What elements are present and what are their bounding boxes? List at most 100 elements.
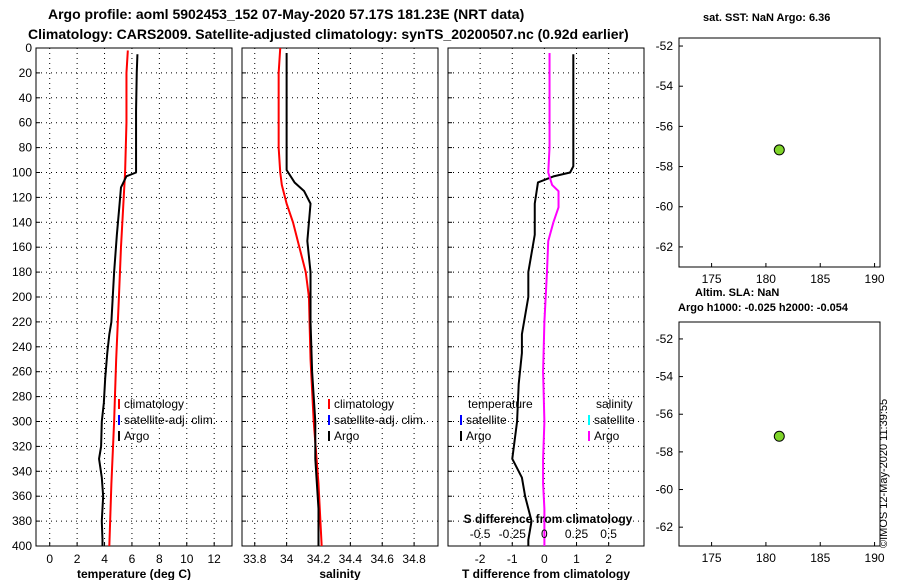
depth-tick-label: 100 bbox=[12, 166, 32, 180]
depth-tick-label: 340 bbox=[12, 464, 32, 478]
height-panel-title: Argo h1000: -0.025 h2000: -0.054 bbox=[678, 302, 848, 314]
depth-tick-label: 300 bbox=[12, 415, 32, 429]
series-climatology bbox=[277, 47, 323, 547]
depth-tick-label: 180 bbox=[12, 265, 32, 279]
profile-panel-1 bbox=[35, 47, 233, 547]
figure-title-line2: Climatology: CARS2009. Satellite-adjuste… bbox=[28, 26, 629, 42]
lat-tick-label: -52 bbox=[656, 332, 674, 346]
plot-frame bbox=[35, 47, 233, 547]
x-tick-label: 0 bbox=[46, 552, 53, 566]
lat-tick-label: -54 bbox=[656, 370, 674, 384]
lon-tick-label: 185 bbox=[810, 551, 830, 565]
legend-climatology: climatology bbox=[334, 397, 394, 411]
depth-tick-label: 260 bbox=[12, 365, 32, 379]
legend-argo: Argo bbox=[334, 429, 360, 443]
x-tick-label: 34.8 bbox=[402, 552, 426, 566]
x-tick-label: 34.4 bbox=[339, 552, 363, 566]
x-tick-label: 8 bbox=[156, 552, 163, 566]
figure-title-line1: Argo profile: aoml 5902453_152 07-May-20… bbox=[48, 6, 525, 22]
lat-tick-label: -60 bbox=[656, 483, 674, 497]
series-temperature-difference-argo- bbox=[511, 54, 575, 546]
lon-tick-label: 190 bbox=[865, 272, 885, 286]
depth-tick-label: 220 bbox=[12, 315, 32, 329]
depth-tick-label: 140 bbox=[12, 215, 32, 229]
depth-tick-label: 40 bbox=[19, 91, 33, 105]
x-axis-label: T difference from climatology bbox=[462, 567, 630, 580]
sla-panel-title: Altim. SLA: NaN bbox=[695, 287, 780, 299]
profile-panel-3 bbox=[447, 47, 645, 547]
x-tick-label: 2 bbox=[74, 552, 81, 566]
depth-tick-label: 380 bbox=[12, 514, 32, 528]
series-climatology bbox=[108, 50, 129, 547]
sst-map-panel bbox=[678, 37, 881, 268]
depth-tick-label: 320 bbox=[12, 439, 32, 453]
lat-tick-label: -60 bbox=[656, 200, 674, 214]
secondary-tick-label: -0.25 bbox=[499, 527, 527, 541]
x-tick-label: 0 bbox=[541, 552, 548, 566]
lon-tick-label: 175 bbox=[702, 551, 722, 565]
legend-climatology: climatology bbox=[124, 397, 184, 411]
depth-tick-label: 80 bbox=[19, 141, 33, 155]
lat-tick-label: -52 bbox=[656, 39, 674, 53]
legend-argo: Argo bbox=[124, 429, 150, 443]
lon-tick-label: 180 bbox=[756, 272, 776, 286]
secondary-tick-label: 0.5 bbox=[600, 527, 617, 541]
depth-tick-label: 60 bbox=[19, 116, 33, 130]
x-tick-label: 6 bbox=[129, 552, 136, 566]
depth-tick-label: 160 bbox=[12, 240, 32, 254]
x-tick-label: 1 bbox=[573, 552, 580, 566]
legend-satellite-adj: satellite-adj. clim. bbox=[124, 413, 216, 427]
profile-panel-2 bbox=[241, 47, 439, 547]
x-tick-label: 34.6 bbox=[371, 552, 395, 566]
depth-tick-label: 360 bbox=[12, 489, 32, 503]
lon-tick-label: 190 bbox=[865, 551, 885, 565]
argo-location-marker bbox=[773, 144, 785, 156]
secondary-tick-label: 0 bbox=[541, 527, 548, 541]
legend-sal-satellite: satellite bbox=[594, 413, 635, 427]
argo-location-marker bbox=[773, 430, 785, 442]
lat-tick-label: -58 bbox=[656, 160, 674, 174]
x-axis-label: temperature (deg C) bbox=[77, 567, 191, 580]
x-tick-label: 34.2 bbox=[307, 552, 331, 566]
depth-tick-label: 20 bbox=[19, 66, 33, 80]
depth-tick-label: 200 bbox=[12, 290, 32, 304]
depth-tick-label: 240 bbox=[12, 340, 32, 354]
lat-tick-label: -56 bbox=[656, 407, 674, 421]
legend-temperature-title: temperature bbox=[468, 397, 533, 411]
lat-tick-label: -62 bbox=[656, 520, 674, 534]
series-argo bbox=[285, 52, 320, 546]
legend-salinity-title: salinity bbox=[596, 397, 633, 411]
depth-tick-label: 0 bbox=[25, 41, 32, 55]
legend-temp-satellite: satellite bbox=[466, 413, 507, 427]
x-tick-label: 12 bbox=[208, 552, 222, 566]
x-tick-label: -2 bbox=[475, 552, 486, 566]
depth-tick-label: 120 bbox=[12, 190, 32, 204]
x-tick-label: 10 bbox=[180, 552, 194, 566]
secondary-axis-label: S difference from climatology bbox=[464, 512, 633, 526]
sst-panel-title: sat. SST: NaN Argo: 6.36 bbox=[703, 12, 831, 24]
depth-tick-label: 400 bbox=[12, 539, 32, 553]
series-argo bbox=[98, 54, 139, 546]
plot-frame bbox=[241, 47, 439, 547]
lon-tick-label: 185 bbox=[810, 272, 830, 286]
legend-temp-argo: Argo bbox=[466, 429, 492, 443]
legend-sal-argo: Argo bbox=[594, 429, 620, 443]
secondary-tick-label: 0.25 bbox=[565, 527, 589, 541]
lat-tick-label: -56 bbox=[656, 119, 674, 133]
x-tick-label: -1 bbox=[507, 552, 518, 566]
sla-map-panel bbox=[678, 321, 881, 547]
secondary-tick-label: -0.5 bbox=[470, 527, 491, 541]
x-tick-label: 2 bbox=[605, 552, 612, 566]
x-tick-label: 4 bbox=[101, 552, 108, 566]
lat-tick-label: -62 bbox=[656, 240, 674, 254]
legend-satellite-adj: satellite-adj. clim. bbox=[334, 413, 426, 427]
series-salinity-difference-argo- bbox=[542, 52, 560, 546]
depth-tick-label: 280 bbox=[12, 390, 32, 404]
x-axis-label: salinity bbox=[319, 567, 361, 580]
lat-tick-label: -54 bbox=[656, 79, 674, 93]
lat-tick-label: -58 bbox=[656, 445, 674, 459]
lon-tick-label: 175 bbox=[702, 272, 722, 286]
x-tick-label: 34 bbox=[280, 552, 294, 566]
x-tick-label: 33.8 bbox=[243, 552, 267, 566]
